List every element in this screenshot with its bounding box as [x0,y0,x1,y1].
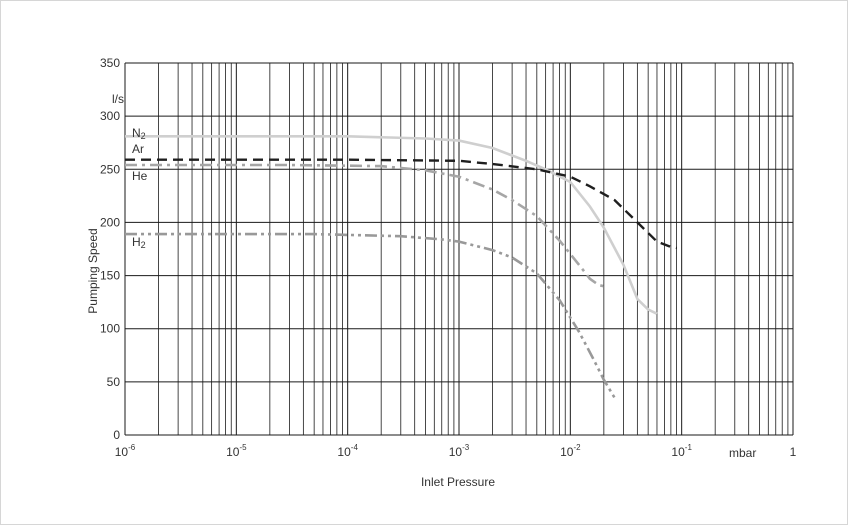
series-line-he [125,163,605,288]
y-tick-label: 300 [100,109,120,123]
y-unit-label: l/s [112,92,124,106]
series-label-subscript: 2 [141,131,146,141]
y-tick-label: 350 [100,56,120,70]
x-tick-label: 1 [790,445,797,459]
y-tick-label: 200 [100,215,120,229]
y-tick-label: 100 [100,322,120,336]
y-axis-title: Pumping Speed [86,228,100,313]
x-tick-base: 10 [671,445,685,459]
series-label-ar: Ar [132,142,144,156]
series-label-he: He [132,169,148,183]
x-tick-exponent: -4 [351,443,359,452]
x-tick-exponent: -6 [128,443,136,452]
x-tick-base: 10 [337,445,351,459]
x-tick-label: 10-2 [560,443,581,459]
series-label-h2: H2 [132,235,146,250]
x-tick-label: 10-3 [449,443,470,459]
x-tick-exponent: -5 [239,443,247,452]
x-tick-exponent: -1 [685,443,693,452]
grid [124,62,794,436]
x-unit-label: mbar [729,446,756,460]
series-label-base: N [132,126,141,140]
series-layer [125,135,677,399]
x-tick-exponent: -2 [573,443,581,452]
series-line-n2 [125,135,658,315]
y-tick-label: 0 [113,428,120,442]
x-tick-label: 10-1 [671,443,692,459]
series-line-ar [125,158,677,250]
series-label-n2: N2 [132,126,146,141]
x-tick-label: 10-5 [226,443,247,459]
x-tick-base: 1 [790,445,797,459]
axes: l/s mbar Inlet Pressure Pumping Speed 0 5… [86,56,797,489]
series-label-subscript: 2 [141,240,146,250]
y-tick-label: 250 [100,162,120,176]
x-tick-base: 10 [226,445,240,459]
x-tick-base: 10 [560,445,574,459]
x-tick-base: 10 [449,445,463,459]
series-label-base: H [132,235,141,249]
series-label-base: Ar [132,142,144,156]
x-axis-title: Inlet Pressure [421,475,495,489]
x-tick-base: 10 [115,445,129,459]
x-tick-exponent: -3 [462,443,470,452]
y-tick-label: 50 [107,375,121,389]
y-tick-label: 150 [100,269,120,283]
x-tick-label: 10-6 [115,443,136,459]
x-tick-label: 10-4 [337,443,358,459]
series-label-base: He [132,169,148,183]
series-line-h2 [125,232,616,399]
